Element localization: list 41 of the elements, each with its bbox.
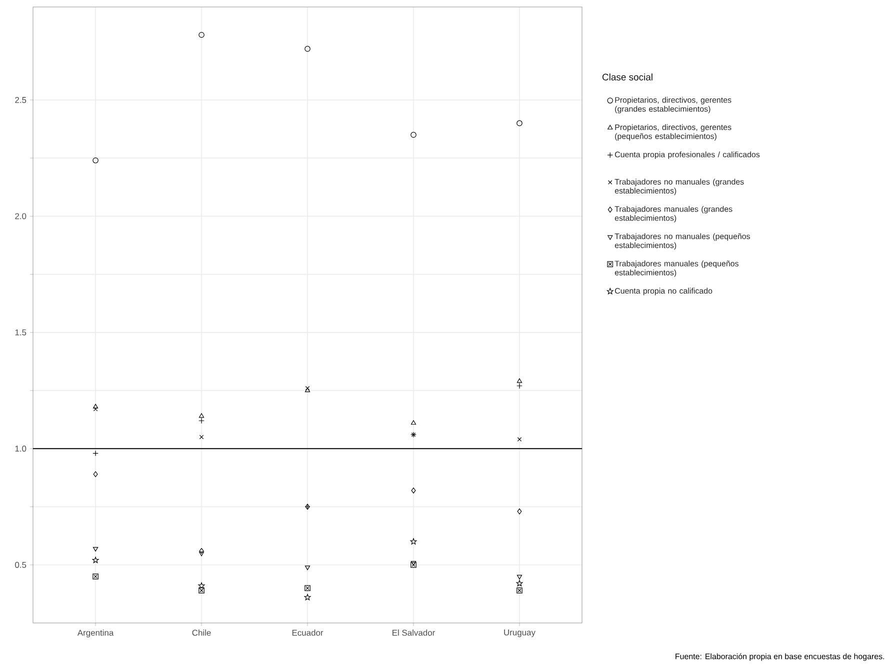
point (92, 556, 99, 564)
point (93, 471, 98, 478)
x-tick-label: Argentina (77, 630, 114, 638)
point (199, 434, 204, 440)
point (410, 132, 416, 138)
point (411, 488, 416, 494)
point (516, 588, 522, 594)
point (93, 406, 98, 412)
point (198, 552, 204, 556)
point (410, 560, 416, 566)
point (304, 388, 310, 392)
point (92, 158, 98, 164)
point (92, 404, 98, 408)
point (198, 588, 204, 594)
point (516, 378, 522, 383)
point (198, 32, 204, 38)
y-tick-label: 1.5 (15, 329, 26, 336)
point (410, 420, 416, 425)
point (410, 562, 416, 568)
x-tick-label: Ecuador (292, 630, 324, 636)
y-tick-label: 2.5 (15, 96, 26, 103)
point (304, 566, 310, 570)
point (517, 508, 522, 514)
point (517, 437, 522, 442)
point (516, 120, 522, 126)
y-tick-label: 2.0 (15, 213, 26, 220)
point (199, 548, 204, 554)
point (198, 413, 204, 418)
point (305, 386, 310, 390)
x-tick-label: Uruguay (504, 630, 536, 638)
point (410, 538, 417, 544)
x-tick-label: El Salvador (392, 630, 435, 636)
x-tick-label: Chile (192, 630, 211, 636)
point (92, 547, 98, 552)
point (304, 585, 310, 592)
point (304, 594, 311, 600)
point (198, 582, 205, 589)
legend-title: Clase social (602, 74, 652, 80)
y-tick-label: 1.0 (15, 446, 26, 452)
point (304, 46, 310, 52)
y-tick-label: 0.5 (15, 562, 26, 568)
